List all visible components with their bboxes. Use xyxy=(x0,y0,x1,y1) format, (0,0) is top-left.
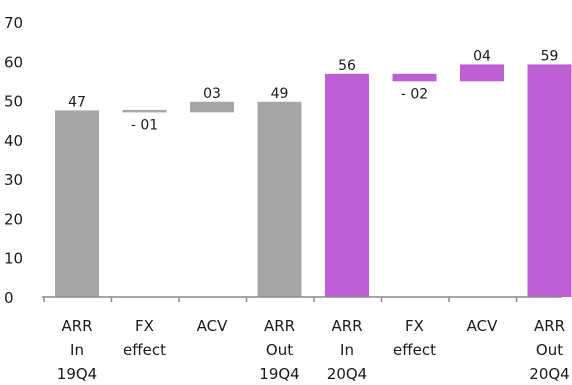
category-label: Out xyxy=(266,341,293,359)
y-tick-label: 20 xyxy=(4,210,23,228)
category-label: effect xyxy=(393,341,436,359)
category-label: Out xyxy=(536,341,563,359)
bars-group xyxy=(55,64,572,298)
category-label: ARR xyxy=(534,317,565,335)
bar-1 xyxy=(55,110,99,298)
data-label-4: 49 xyxy=(271,86,289,102)
category-label: FX xyxy=(405,317,424,335)
category-label: ACV xyxy=(467,317,498,335)
category-label: In xyxy=(70,341,84,359)
data-label-7: 04 xyxy=(473,48,491,64)
category-label: effect xyxy=(123,341,166,359)
data-label-8: 59 xyxy=(541,48,559,64)
data-label-1: 47 xyxy=(68,94,86,110)
bar-6 xyxy=(392,73,437,82)
data-label-6: - 02 xyxy=(401,86,428,102)
x-axis: ARR In 19Q4 FX effect ACV ARR Out 19Q4 ARR In 20Q4 F… xyxy=(42,296,570,383)
category-label: ARR xyxy=(331,317,362,335)
category-label: 19Q4 xyxy=(57,365,97,383)
y-tick-label: 10 xyxy=(4,250,23,268)
category-label: 20Q4 xyxy=(327,365,367,383)
category-label: 19Q4 xyxy=(259,365,299,383)
y-axis: 0 10 20 30 40 50 60 70 xyxy=(4,14,23,307)
bar-3 xyxy=(190,101,234,113)
category-label: 20Q4 xyxy=(529,365,569,383)
data-label-5: 56 xyxy=(338,58,356,74)
category-label: FX xyxy=(135,317,154,335)
y-tick-label: 70 xyxy=(4,14,23,32)
bar-8 xyxy=(527,64,572,297)
bar-5 xyxy=(325,73,369,297)
y-tick-label: 40 xyxy=(4,132,23,150)
y-tick-label: 60 xyxy=(4,53,23,71)
data-label-2: - 01 xyxy=(131,117,158,133)
category-label: In xyxy=(340,341,354,359)
category-label: ARR xyxy=(264,317,295,335)
y-tick-label: 50 xyxy=(4,93,23,111)
data-label-3: 03 xyxy=(203,86,221,102)
category-label: ARR xyxy=(61,317,92,335)
bar-2 xyxy=(122,109,167,113)
bar-4 xyxy=(257,101,302,297)
y-tick-label: 0 xyxy=(4,289,14,307)
y-tick-label: 30 xyxy=(4,171,23,189)
category-label: ACV xyxy=(197,317,228,335)
data-labels-group: 47 - 01 03 49 56 - 02 04 59 xyxy=(68,48,558,133)
bar-7 xyxy=(460,64,504,82)
